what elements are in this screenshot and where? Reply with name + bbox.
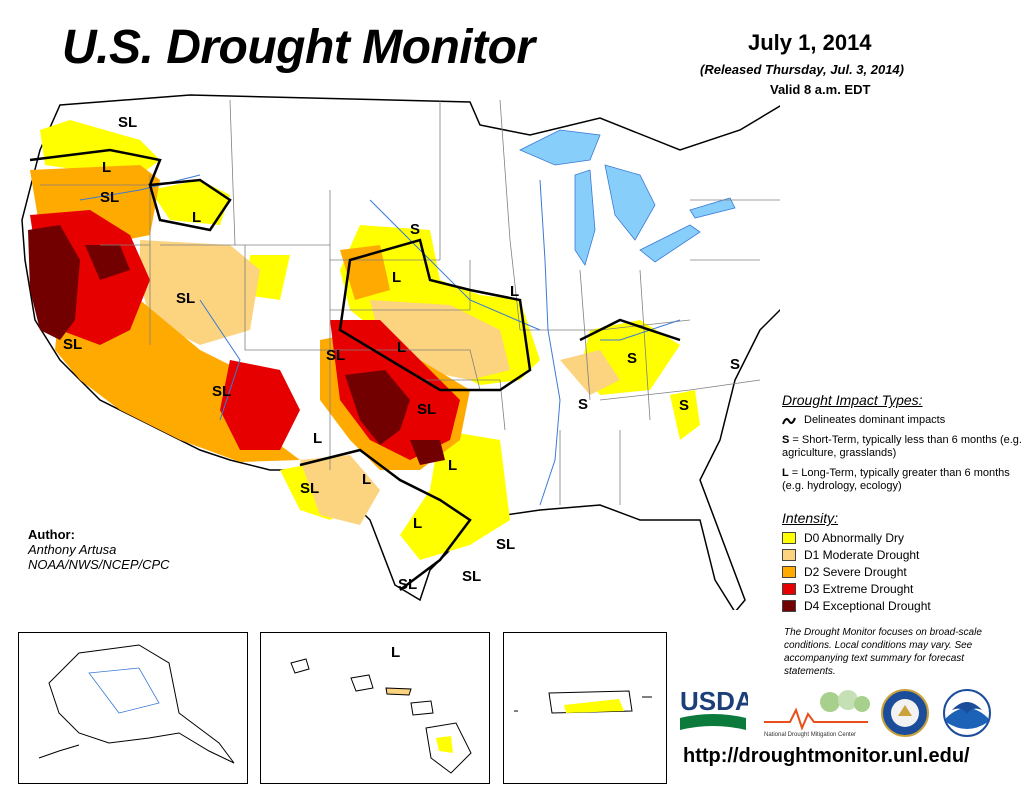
rivers: [79, 174, 681, 506]
legend-swatch: [782, 582, 796, 595]
legend-label: D1 Moderate Drought: [804, 547, 920, 562]
map-label-l-ia: L: [510, 283, 519, 300]
short-term-text: = Short-Term, typically less than 6 mont…: [782, 434, 1022, 459]
map-label-sl-or: SL: [100, 189, 119, 206]
intensity-legend: Intensity: D0 Abnormally Dry D1 Moderate…: [782, 510, 1022, 614]
state-boundaries: [40, 99, 780, 505]
ndmc-logo: National Drought Mitigation Center: [764, 690, 870, 738]
map-label-l-hi: L: [391, 644, 400, 661]
legend-item-d1: D1 Moderate Drought: [782, 546, 1022, 563]
map-label-sl-nw: SL: [118, 114, 137, 131]
impact-legend: Drought Impact Types: Delineates dominan…: [782, 392, 1022, 500]
map-label-sl-ok: SL: [417, 401, 436, 418]
hawaii-inset: L: [260, 632, 490, 784]
author-heading: Author:: [28, 527, 75, 542]
d4-areas: [28, 225, 445, 465]
short-term-row: S = Short-Term, typically less than 6 mo…: [782, 434, 1022, 460]
map-label-sl-ca: SL: [63, 336, 82, 353]
legend-label: D0 Abnormally Dry: [804, 530, 905, 545]
conus-drought-map: SL L SL L S L L SL SL SL L S S SL SL S S…: [21, 94, 780, 610]
author-org: NOAA/NWS/NCEP/CPC: [28, 557, 170, 572]
map-label-sl-ut: SL: [176, 290, 195, 307]
legend-label: D3 Extreme Drought: [804, 581, 914, 596]
puerto-rico-map: [514, 690, 652, 714]
map-label-sl-az: SL: [212, 383, 231, 400]
d1-areas: [140, 240, 620, 525]
alaska-map: [38, 644, 235, 764]
legend-label: D2 Severe Drought: [804, 564, 907, 579]
map-label-l-ks: L: [397, 339, 406, 356]
legend-swatch: [782, 548, 796, 561]
legend-item-d4: D4 Exceptional Drought: [782, 597, 1022, 614]
long-term-text: = Long-Term, typically greater than 6 mo…: [782, 467, 1010, 492]
disclaimer-note: The Drought Monitor focuses on broad-sca…: [784, 627, 982, 677]
map-label-l-tx1: L: [448, 457, 457, 474]
map-label-l-nm: L: [313, 430, 322, 447]
d0-areas: [40, 120, 700, 560]
map-label-l-ne: L: [392, 269, 401, 286]
map-label-l-tx2: L: [362, 471, 371, 488]
short-term-key: S: [782, 434, 790, 446]
puerto-rico-inset: [503, 632, 667, 784]
map-label-sl-co: SL: [326, 347, 345, 364]
long-term-row: L = Long-Term, typically greater than 6 …: [782, 467, 1022, 493]
legend-item-d3: D3 Extreme Drought: [782, 580, 1022, 597]
delineates-text: Delineates dominant impacts: [804, 414, 946, 426]
map-date: July 1, 2014: [748, 30, 872, 55]
map-label-sl-tx3: SL: [462, 568, 481, 585]
long-term-key: L: [782, 467, 789, 479]
usda-logo: USDA: [680, 686, 748, 730]
map-label-s-ky: S: [627, 350, 637, 367]
map-label-l-tx3: L: [413, 515, 422, 532]
page-title: U.S. Drought Monitor: [62, 21, 535, 74]
map-label-sl-tx1: SL: [300, 480, 319, 497]
lake-ontario: [689, 197, 736, 219]
map-label-sl-tx4: SL: [398, 576, 417, 593]
lake-michigan: [574, 169, 596, 266]
intensity-legend-heading: Intensity:: [782, 510, 839, 526]
lake-erie: [639, 224, 701, 263]
lake-huron: [604, 164, 656, 241]
map-label-sl-tx2: SL: [496, 536, 515, 553]
legend-swatch: [782, 565, 796, 578]
source-url[interactable]: http://droughtmonitor.unl.edu/: [683, 745, 970, 767]
map-label-s-va: S: [730, 356, 740, 373]
map-label-s-sd: S: [410, 221, 420, 238]
ndmc-logo-text: National Drought Mitigation Center: [764, 732, 856, 738]
impact-legend-heading: Drought Impact Types:: [782, 392, 923, 408]
map-label-l-wa: L: [102, 159, 111, 176]
delineates-row: Delineates dominant impacts: [782, 414, 1022, 427]
legend-swatch: [782, 531, 796, 544]
doc-seal: [881, 689, 929, 737]
valid-time: Valid 8 a.m. EDT: [770, 82, 871, 97]
usda-logo-text: USDA: [680, 686, 748, 716]
map-label-s-tn: S: [578, 396, 588, 413]
map-label-s-sc: S: [679, 397, 689, 414]
impact-line-icon: [782, 417, 796, 424]
hawaii-map: L: [290, 644, 472, 774]
release-date: (Released Thursday, Jul. 3, 2014): [700, 62, 904, 77]
legend-item-d0: D0 Abnormally Dry: [782, 529, 1022, 546]
impact-lines: [29, 148, 681, 591]
legend-item-d2: D2 Severe Drought: [782, 563, 1022, 580]
author-block: Author: Anthony Artusa NOAA/NWS/NCEP/CPC: [28, 527, 170, 572]
legend-swatch: [782, 599, 796, 612]
map-label-l-id: L: [192, 209, 201, 226]
legend-label: D4 Exceptional Drought: [804, 598, 931, 613]
alaska-inset: [18, 632, 248, 784]
lake-superior: [519, 129, 601, 166]
noaa-seal: [943, 689, 991, 737]
author-name: Anthony Artusa: [28, 542, 117, 557]
